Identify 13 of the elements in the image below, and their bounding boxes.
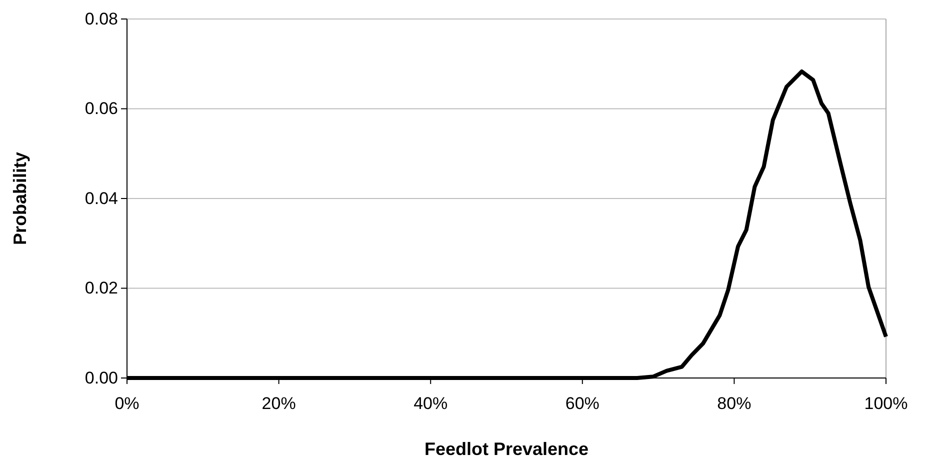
y-tick-label: 0.06 xyxy=(84,99,118,118)
y-tick-label: 0.04 xyxy=(84,188,118,208)
y-tick-label: 0.02 xyxy=(84,278,118,298)
x-tick-label: 0% xyxy=(114,394,140,414)
x-axis-title: Feedlot Prevalence xyxy=(424,439,589,459)
x-tick-label: 100% xyxy=(864,394,908,414)
y-axis-title: Probability xyxy=(10,152,30,246)
x-tick-label: 40% xyxy=(414,394,448,414)
x-tick-label: 60% xyxy=(565,394,600,414)
x-tick-label: 20% xyxy=(262,394,296,414)
y-tick-label: 0.08 xyxy=(84,9,118,28)
y-tick-label: 0.00 xyxy=(84,368,118,388)
x-tick-label: 80% xyxy=(717,394,752,414)
